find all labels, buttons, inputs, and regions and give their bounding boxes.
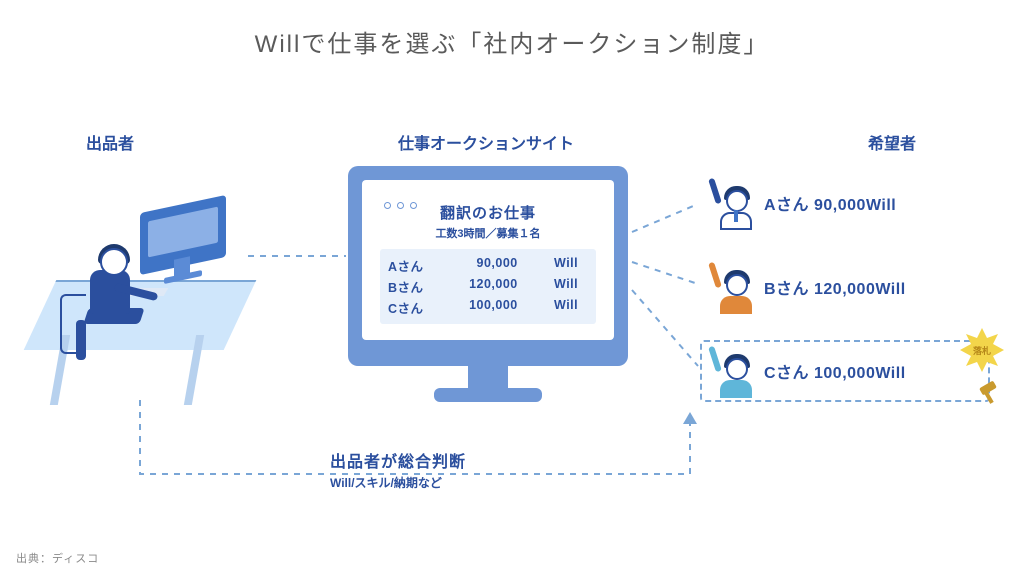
bidder-label: Cさん 100,000Will (764, 359, 906, 383)
bid-amount: 100,000 (454, 298, 518, 317)
job-subtitle: 工数3時間／募集１名 (362, 225, 614, 241)
monitor-base-icon (434, 388, 542, 402)
arrow-icon (683, 412, 697, 424)
bidder-list: Aさん 90,000Will Bさん 120,000Will Cさん 100,0… (700, 172, 990, 424)
person-icon (64, 248, 154, 398)
winner-badge-text: 落札 (960, 328, 1004, 372)
label-site: 仕事オークションサイト (398, 130, 574, 154)
bid-amount: 90,000 (454, 256, 518, 275)
bid-row: Bさん 120,000 Will (388, 276, 588, 297)
judgement-line2: Will/スキル/納期など (330, 474, 466, 491)
bid-amount: 120,000 (454, 277, 518, 296)
bid-name: Bさん (388, 277, 424, 296)
label-seller: 出品者 (86, 130, 134, 154)
bid-unit: Will (554, 256, 588, 275)
bidder-card: Aさん 90,000Will (700, 172, 990, 234)
bid-row: Cさん 100,000 Will (388, 297, 588, 318)
gavel-icon (974, 382, 1004, 406)
bidder-card-winner: Cさん 100,000Will 落札 (700, 340, 990, 402)
bid-name: Cさん (388, 298, 424, 317)
window-dots-icon (384, 202, 417, 209)
source-credit: 出典：ディスコ (16, 550, 99, 566)
bid-row: Aさん 90,000 Will (388, 255, 588, 276)
bid-unit: Will (554, 277, 588, 296)
diagram-stage: Willで仕事を選ぶ「社内オークション制度」 出品者 仕事オークションサイト 希… (0, 0, 1024, 576)
auction-monitor: 翻訳のお仕事 工数3時間／募集１名 Aさん 90,000 Will Bさん 12… (348, 166, 628, 426)
label-applicants: 希望者 (868, 130, 916, 154)
bid-unit: Will (554, 298, 588, 317)
bidder-label: Bさん 120,000Will (764, 275, 906, 299)
winner-badge-icon: 落札 (960, 328, 1004, 372)
monitor-screen: 翻訳のお仕事 工数3時間／募集１名 Aさん 90,000 Will Bさん 12… (362, 180, 614, 340)
bid-list: Aさん 90,000 Will Bさん 120,000 Will Cさん 100… (380, 249, 596, 324)
tie-icon (734, 210, 738, 222)
bidder-card: Bさん 120,000Will (700, 256, 990, 318)
judgement-line1: 出品者が総合判断 (330, 448, 466, 472)
bidder-avatar-icon (704, 260, 758, 314)
bidder-label: Aさん 90,000Will (764, 191, 896, 215)
bidder-avatar-icon (704, 176, 758, 230)
bid-name: Aさん (388, 256, 424, 275)
judgement-caption: 出品者が総合判断 Will/スキル/納期など (330, 448, 466, 491)
seller-illustration (40, 160, 260, 380)
page-title: Willで仕事を選ぶ「社内オークション制度」 (0, 24, 1024, 59)
bidder-avatar-icon (704, 344, 758, 398)
